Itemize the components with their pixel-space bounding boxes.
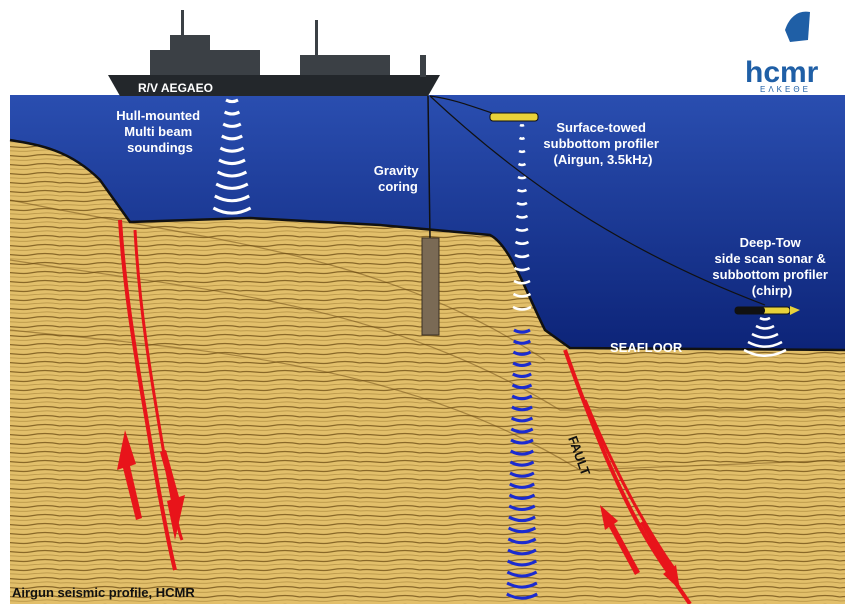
subbottom-pulse-arc	[512, 339, 532, 345]
subbottom-pulse-arc	[509, 471, 535, 478]
subbottom-pulse-arc	[508, 493, 536, 500]
seafloor-label: SEAFLOOR	[610, 340, 683, 355]
ship-name: R/V AEGAEO	[138, 81, 213, 95]
fault-arrow-down-right	[640, 520, 680, 590]
logo-text: hcmr	[745, 56, 819, 89]
deep-tow-pulse-arc	[747, 340, 783, 348]
subbottom-pulse-arc	[510, 416, 534, 423]
subbottom-pulse-arc	[512, 361, 532, 367]
surface-pulse-arc	[512, 305, 532, 311]
seafloor-line	[9, 138, 845, 352]
gravity-cable	[427, 95, 431, 239]
ship: R/V AEGAEO	[108, 10, 440, 96]
hcmr-logo: hcmr ΕΛΚΕΘΕ	[745, 11, 819, 94]
surface-pulse-arc	[513, 266, 531, 272]
fault-left	[117, 219, 185, 571]
surface-pulse-arc	[517, 162, 527, 167]
surface-pulse-arc	[519, 123, 525, 127]
surface-pulse-arc	[516, 188, 528, 193]
subbottom-pulse-arc	[510, 438, 534, 445]
subbottom-pulse-arc	[508, 504, 536, 512]
subbottom-pulses	[506, 328, 538, 600]
surface-pulse-arc	[518, 149, 526, 154]
multibeam-wave-arc	[212, 206, 252, 215]
subbottom-pulse-arc	[506, 581, 538, 589]
surface-pulse-arc	[514, 240, 530, 246]
subbottom-pulse-arc	[513, 328, 531, 334]
subbottom-pulse-arc	[511, 394, 533, 401]
caption: Airgun seismic profile, HCMR	[12, 585, 195, 600]
subbottom-pulse-arc	[511, 405, 533, 412]
subbottom-pulse-arc	[508, 515, 536, 523]
multibeam-wave-arc	[218, 158, 246, 166]
multibeam-wave-arc	[216, 170, 248, 178]
multibeam-label: Hull-mounted Multi beam soundings	[116, 108, 203, 155]
deep-tow-pulse-arc	[743, 348, 787, 358]
subbottom-pulse-arc	[512, 350, 532, 356]
deep-tow-cable	[429, 95, 766, 306]
fault-arrow-down-left	[160, 450, 185, 540]
fault-right: FAULT	[563, 349, 692, 604]
subbottom-pulse-arc	[506, 570, 538, 578]
multibeam-waves	[212, 98, 252, 215]
surface-towed-label: Surface-towed subbottom profiler (Airgun…	[543, 120, 662, 167]
subbottom-pulse-arc	[506, 559, 538, 567]
multibeam-wave-arc	[222, 122, 242, 128]
subbottom-pulse-arc	[511, 383, 533, 390]
gravity-core	[421, 237, 440, 336]
surface-pulse-arc	[517, 175, 527, 180]
surface-pulse-arc	[516, 201, 528, 206]
surface-towed-device	[489, 112, 539, 122]
surface-pulse-arc	[515, 227, 529, 232]
subbottom-pulse-arc	[510, 427, 534, 434]
deep-tow-pulse-arc	[751, 332, 779, 339]
multibeam-wave-arc	[215, 182, 249, 190]
deep-tow-label: Deep-Tow side scan sonar & subbottom pro…	[712, 235, 831, 298]
subbottom-pulse-arc	[506, 592, 538, 600]
subbottom-pulse-arc	[509, 460, 535, 467]
subbottom-pulse-arc	[509, 482, 535, 489]
subbottom-pulse-arc	[509, 449, 535, 456]
surface-pulse-arc	[513, 279, 531, 285]
deep-tow-pulse-arc	[755, 324, 775, 330]
multibeam-wave-arc	[221, 134, 243, 141]
fault-arrow-up-right	[600, 505, 640, 575]
multibeam-wave-arc	[219, 146, 245, 153]
subbottom-pulse-arc	[512, 372, 532, 379]
subbottom-pulse-arc	[507, 526, 537, 534]
multibeam-wave-arc	[214, 194, 250, 203]
multibeam-wave-arc	[223, 110, 241, 116]
fault-arrow-up-left	[117, 430, 142, 520]
deep-tow-pulse-arc	[759, 316, 771, 321]
surface-pulse-arc	[515, 214, 529, 219]
deep-tow-pulses	[743, 316, 787, 358]
surface-pulse-arc	[512, 292, 532, 298]
surface-pulse-arc	[518, 136, 526, 140]
logo-subtitle: ΕΛΚΕΘΕ	[760, 85, 811, 94]
subbottom-pulse-arc	[507, 537, 537, 545]
gravity-label: Gravity coring	[374, 163, 422, 194]
surface-pulse-arc	[514, 253, 530, 259]
surface-profiler-pulses	[512, 123, 532, 311]
multibeam-wave-arc	[225, 98, 239, 104]
subbottom-pulse-arc	[507, 548, 537, 556]
